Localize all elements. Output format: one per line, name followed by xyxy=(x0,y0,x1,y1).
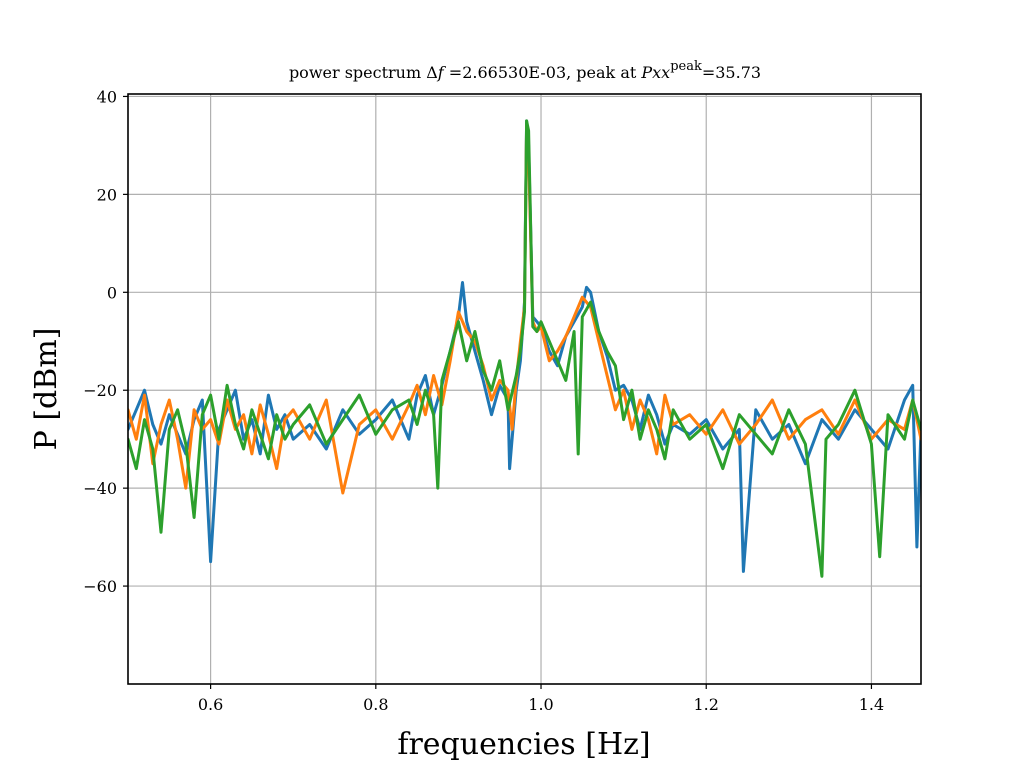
axis-ticks: 0.6 0.8 1.0 1.2 1.4 −60 −40 −20 0 20 40 xyxy=(83,87,884,714)
axes-frame xyxy=(127,93,922,685)
y-tick-label: 40 xyxy=(97,87,117,106)
plot-area xyxy=(128,119,921,578)
y-axis-label: P [dBm] xyxy=(29,328,64,451)
y-tick-label: 0 xyxy=(107,283,117,302)
y-tick-label: −20 xyxy=(83,381,117,400)
x-tick-label: 0.6 xyxy=(198,695,223,714)
y-tick-label: −40 xyxy=(83,479,117,498)
y-tick-label: −60 xyxy=(83,577,117,596)
series-line-2 xyxy=(128,124,921,495)
x-tick-label: 1.2 xyxy=(694,695,719,714)
chart-title: power spectrum Δf =2.66530E-03, peak at … xyxy=(289,59,761,82)
y-tick-label: 20 xyxy=(97,185,117,204)
x-tick-label: 0.8 xyxy=(363,695,388,714)
series-line-3 xyxy=(128,119,921,578)
x-tick-label: 1.0 xyxy=(528,695,553,714)
x-axis-label: frequencies [Hz] xyxy=(397,727,650,762)
x-tick-label: 1.4 xyxy=(859,695,884,714)
